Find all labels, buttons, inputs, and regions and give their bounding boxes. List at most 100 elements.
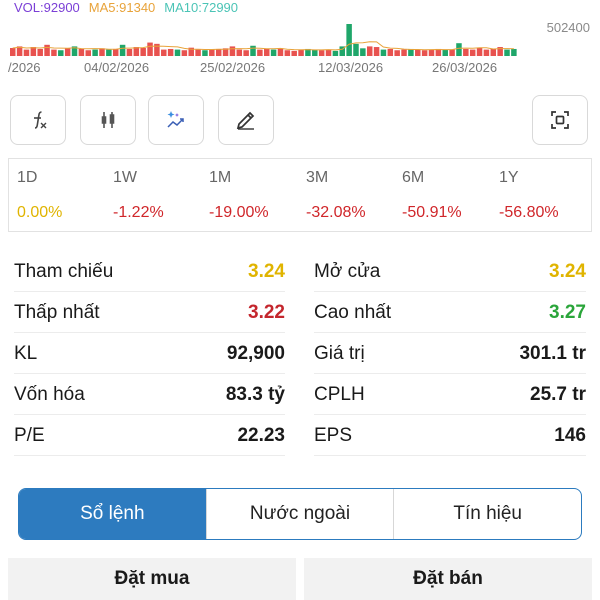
volume-bar (366, 46, 373, 56)
volume-bar (181, 50, 188, 56)
volume-bar (387, 48, 394, 56)
volume-bar (435, 48, 442, 56)
ma5-value: MA5:91340 (88, 0, 156, 15)
stat-open: Mở cửa 3.24 (314, 252, 586, 292)
perf-change: -56.80% (499, 204, 559, 221)
ma5-line (12, 41, 514, 51)
volume-bar (16, 46, 23, 56)
volume-bar (511, 48, 517, 56)
perf-period: 6M (402, 169, 425, 186)
volume-bar (380, 49, 387, 56)
volume-bar (469, 49, 476, 56)
volume-bar (71, 46, 78, 56)
volume-bar (373, 47, 380, 56)
stat-label: Tham chiếu (14, 261, 114, 282)
stat-label: P/E (14, 425, 45, 446)
date-label: /2026 (8, 60, 41, 75)
stat-value: 22.23 (237, 425, 285, 446)
volume-bar (215, 48, 222, 56)
tab-order-book[interactable]: Sổ lệnh (19, 489, 206, 539)
stat-value: 301.1 tr (519, 343, 586, 364)
indicator-button[interactable] (10, 95, 66, 145)
stat-label: Thấp nhất (14, 302, 100, 323)
volume-bar (312, 49, 318, 56)
fullscreen-button[interactable] (532, 95, 588, 145)
volume-bar (106, 49, 112, 56)
stat-volume: KL 92,900 (14, 334, 285, 374)
sparkle-chart-icon (167, 111, 184, 128)
tab-foreign[interactable]: Nước ngoài (205, 489, 394, 539)
perf-period: 1M (209, 169, 232, 186)
volume-bar (174, 49, 181, 56)
expand-frame-icon (551, 111, 569, 129)
volume-bar (140, 48, 146, 56)
volume-bar (161, 49, 167, 56)
volume-bar (112, 48, 119, 56)
date-axis: /2026 04/02/2026 25/02/2026 12/03/2026 2… (0, 60, 525, 78)
volume-bar (442, 49, 448, 56)
volume-bar (504, 49, 510, 56)
stat-label: KL (14, 343, 38, 364)
stat-row: KL 92,900 Giá trị 301.1 tr (14, 334, 586, 374)
volume-bar (476, 47, 483, 56)
stat-label: Cao nhất (314, 302, 392, 323)
stat-value-traded: Giá trị 301.1 tr (314, 334, 586, 374)
volume-bar (250, 45, 256, 56)
volume-bar (30, 47, 37, 56)
stat-low: Thấp nhất 3.22 (14, 293, 285, 333)
date-label: 04/02/2026 (84, 60, 150, 75)
volume-bar (394, 50, 400, 56)
volume-legend: VOL:92900 MA5:91340 MA10:72990 (14, 0, 238, 15)
perf-change: -1.22% (113, 204, 164, 221)
vol-value: VOL:92900 (14, 0, 80, 15)
stat-eps: EPS 146 (314, 416, 586, 456)
candle-type-button[interactable] (80, 95, 136, 145)
perf-period: 3M (306, 169, 329, 186)
perf-period: 1D (17, 169, 38, 186)
volume-bar (264, 48, 270, 56)
volume-bar (360, 48, 366, 56)
volume-bar (257, 49, 263, 56)
volume-bar (415, 49, 421, 56)
perf-change: -50.91% (402, 204, 462, 221)
stat-market-cap: Vốn hóa 83.3 tỷ (14, 375, 285, 415)
volume-bar (85, 50, 91, 56)
volume-bar (428, 49, 435, 56)
volume-bar (243, 50, 249, 56)
volume-bar (37, 48, 43, 56)
volume-bar (346, 24, 352, 56)
volume-bar (78, 48, 85, 56)
volume-bar (202, 50, 208, 56)
volume-bar (408, 48, 414, 56)
draw-button[interactable] (218, 95, 274, 145)
stat-value: 3.27 (549, 302, 586, 323)
volume-bar (229, 46, 236, 56)
buy-button[interactable]: Đặt mua (8, 558, 296, 600)
volume-bar (270, 49, 277, 56)
volume-bar (497, 47, 503, 56)
volume-bar (167, 48, 174, 56)
volume-bar (236, 49, 243, 56)
ai-analysis-button[interactable] (148, 95, 204, 145)
volume-bar (44, 44, 50, 56)
volume-bar (188, 47, 194, 56)
volume-bar (99, 48, 105, 56)
date-label: 26/03/2026 (432, 60, 498, 75)
volume-bar (463, 48, 469, 56)
ma10-value: MA10:72990 (164, 0, 239, 15)
perf-change: 0.00% (17, 204, 63, 221)
stat-value: 92,900 (226, 343, 285, 364)
stat-row: Vốn hóa 83.3 tỷ CPLH 25.7 tr (14, 375, 586, 415)
volume-bar (209, 49, 215, 56)
volume-bar (401, 49, 407, 56)
sell-button[interactable]: Đặt bán (304, 558, 592, 600)
stat-row: Thấp nhất 3.22 Cao nhất 3.27 (14, 293, 586, 333)
date-label: 12/03/2026 (318, 60, 384, 75)
volume-bar (147, 42, 153, 56)
tab-signals[interactable]: Tín hiệu (393, 489, 581, 539)
volume-bar (490, 48, 497, 56)
volume-bar (119, 44, 126, 56)
chart-toolbar (10, 95, 590, 147)
perf-change: -19.00% (209, 204, 269, 221)
volume-bar (298, 49, 304, 56)
